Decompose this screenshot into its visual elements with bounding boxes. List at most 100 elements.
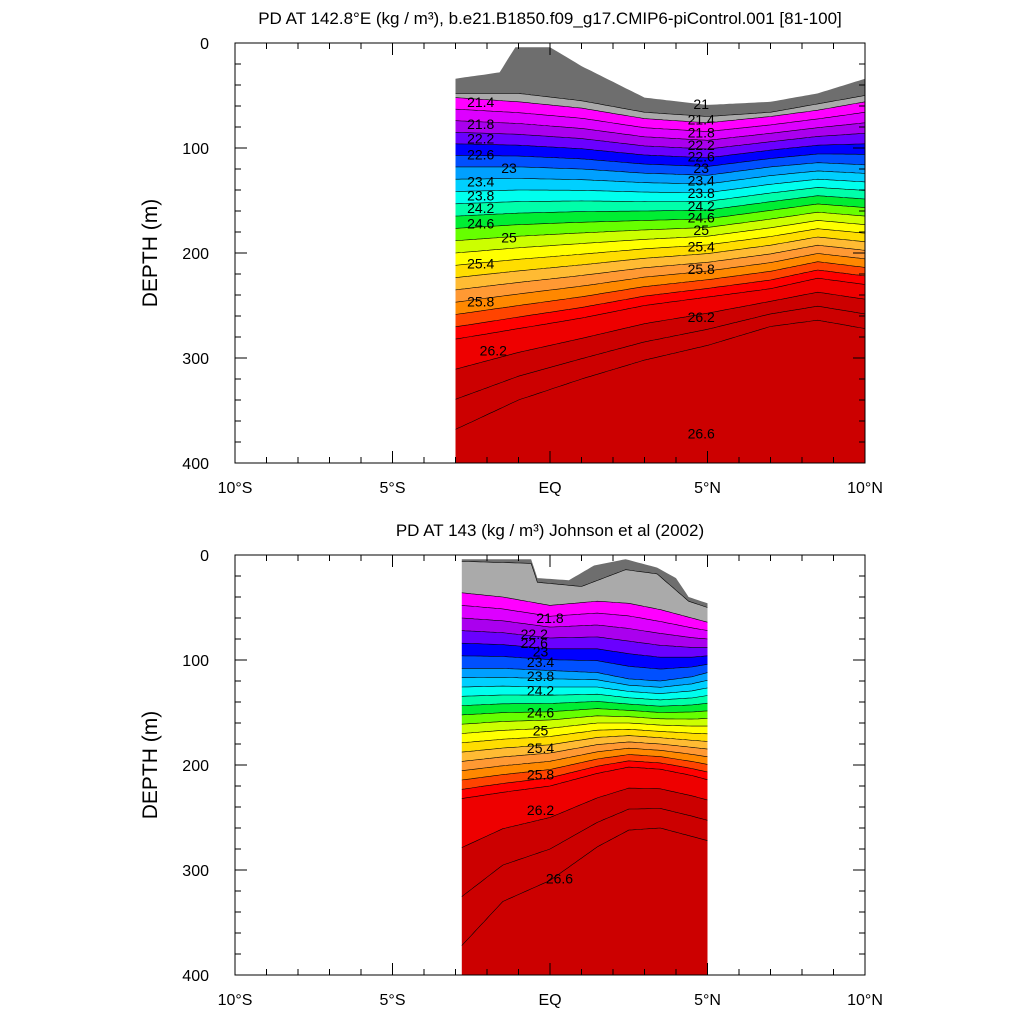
- x-tick-label: 5°N: [694, 992, 721, 1009]
- density-band: [455, 261, 865, 327]
- isopycnal-line: [461, 668, 708, 682]
- isopycnal-line: [461, 655, 708, 670]
- y-tick-label: 200: [182, 758, 209, 775]
- density-band: [461, 760, 708, 799]
- density-band: [455, 245, 865, 303]
- contour-lines: [455, 93, 865, 430]
- contour-label: 26.2: [527, 802, 554, 818]
- contour-label: 23.4: [688, 173, 715, 189]
- contour-label: 25: [501, 229, 517, 245]
- contour-label: 23: [501, 160, 517, 176]
- isopycnal-line: [461, 642, 708, 658]
- density-band: [461, 767, 708, 848]
- isopycnal-line: [455, 319, 865, 430]
- density-band: [455, 47, 865, 117]
- contour-label: 22.2: [521, 626, 548, 642]
- observation-panel: PD AT 143 (kg / m³) Johnson et al (2002)…: [139, 521, 883, 1009]
- contour-label: 23: [693, 160, 709, 176]
- density-band: [461, 677, 708, 694]
- contour-label: 21: [693, 96, 709, 112]
- contour-label: 22.6: [521, 635, 548, 651]
- isopycnal-line: [455, 178, 865, 193]
- panel-title: PD AT 143 (kg / m³) Johnson et al (2002): [396, 521, 704, 540]
- isopycnal-line: [455, 291, 865, 370]
- isopycnal-line: [461, 708, 708, 716]
- isopycnal-line: [461, 630, 708, 648]
- isopycnal-line: [461, 728, 708, 744]
- density-band: [461, 694, 708, 707]
- density-band: [461, 668, 708, 688]
- density-band: [461, 561, 708, 623]
- isopycnal-line: [455, 261, 865, 315]
- density-band: [461, 828, 708, 975]
- isopycnal-line: [455, 97, 865, 124]
- isopycnal-line: [461, 685, 708, 694]
- contour-label: 26.2: [688, 309, 715, 325]
- contour-label: 25.8: [527, 766, 554, 782]
- isopycnal-line: [455, 132, 865, 150]
- density-band: [455, 170, 865, 193]
- contour-label: 24.2: [467, 200, 494, 216]
- contour-label: 21.8: [467, 116, 494, 132]
- contour-label: 24.2: [527, 682, 554, 698]
- density-band: [455, 109, 865, 141]
- density-band: [461, 788, 708, 897]
- isopycnal-line: [455, 228, 865, 266]
- density-band: [455, 97, 865, 132]
- density-band: [461, 559, 708, 608]
- isopycnal-line: [455, 253, 865, 303]
- contour-label: 21.4: [688, 112, 715, 128]
- x-tick-label: 5°S: [380, 992, 406, 1009]
- isopycnal-line: [455, 108, 865, 132]
- density-band: [455, 306, 865, 430]
- isopycnal-line: [455, 187, 865, 205]
- density-band: [455, 203, 865, 241]
- contour-label: 24.2: [688, 198, 715, 214]
- contour-label: 22.6: [688, 148, 715, 164]
- isopycnal-line: [461, 617, 708, 640]
- axes: 10°S 5°S EQ 5°N 10°N 0 100 200 300 400: [182, 36, 883, 497]
- y-tick-label: 0: [200, 36, 209, 53]
- isopycnal-line: [455, 244, 865, 291]
- density-band: [455, 212, 865, 253]
- contour-label: 26.6: [546, 870, 573, 886]
- density-band: [461, 630, 708, 658]
- isopycnal-line: [461, 605, 708, 631]
- isopycnal-line: [455, 220, 865, 254]
- density-band: [455, 292, 865, 400]
- isopycnal-line: [461, 766, 708, 799]
- isopycnal-line: [461, 735, 708, 753]
- contour-label: 25: [533, 722, 549, 738]
- density-band: [461, 643, 708, 670]
- contour-label: 23.8: [467, 187, 494, 203]
- density-band: [461, 592, 708, 631]
- contour-label: 23.4: [527, 654, 554, 670]
- density-band: [461, 655, 708, 681]
- contour-label: 25.4: [688, 239, 715, 255]
- y-tick-label: 200: [182, 246, 209, 263]
- density-band: [461, 715, 708, 734]
- contour-label: 24.6: [527, 705, 554, 721]
- isopycnal-line: [461, 741, 708, 762]
- contour-label: 21.8: [688, 124, 715, 140]
- contour-label: 22.2: [688, 137, 715, 153]
- contour-label: 22.2: [467, 131, 494, 147]
- isopycnal-line: [461, 787, 708, 848]
- contour-label: 22.6: [467, 146, 494, 162]
- isopycnal-line: [461, 592, 708, 623]
- y-axis-label: DEPTH (m): [139, 199, 162, 308]
- x-tick-label: 5°N: [694, 480, 721, 497]
- contour-label: 25.4: [527, 740, 554, 756]
- isopycnal-line: [455, 170, 865, 185]
- isopycnal-line: [455, 143, 865, 159]
- isopycnal-line: [461, 715, 708, 725]
- isopycnal-line: [461, 722, 708, 734]
- density-band: [455, 253, 865, 315]
- density-band: [461, 748, 708, 780]
- density-band: [455, 120, 865, 150]
- density-band: [455, 195, 865, 229]
- density-band: [461, 618, 708, 648]
- density-band: [455, 132, 865, 158]
